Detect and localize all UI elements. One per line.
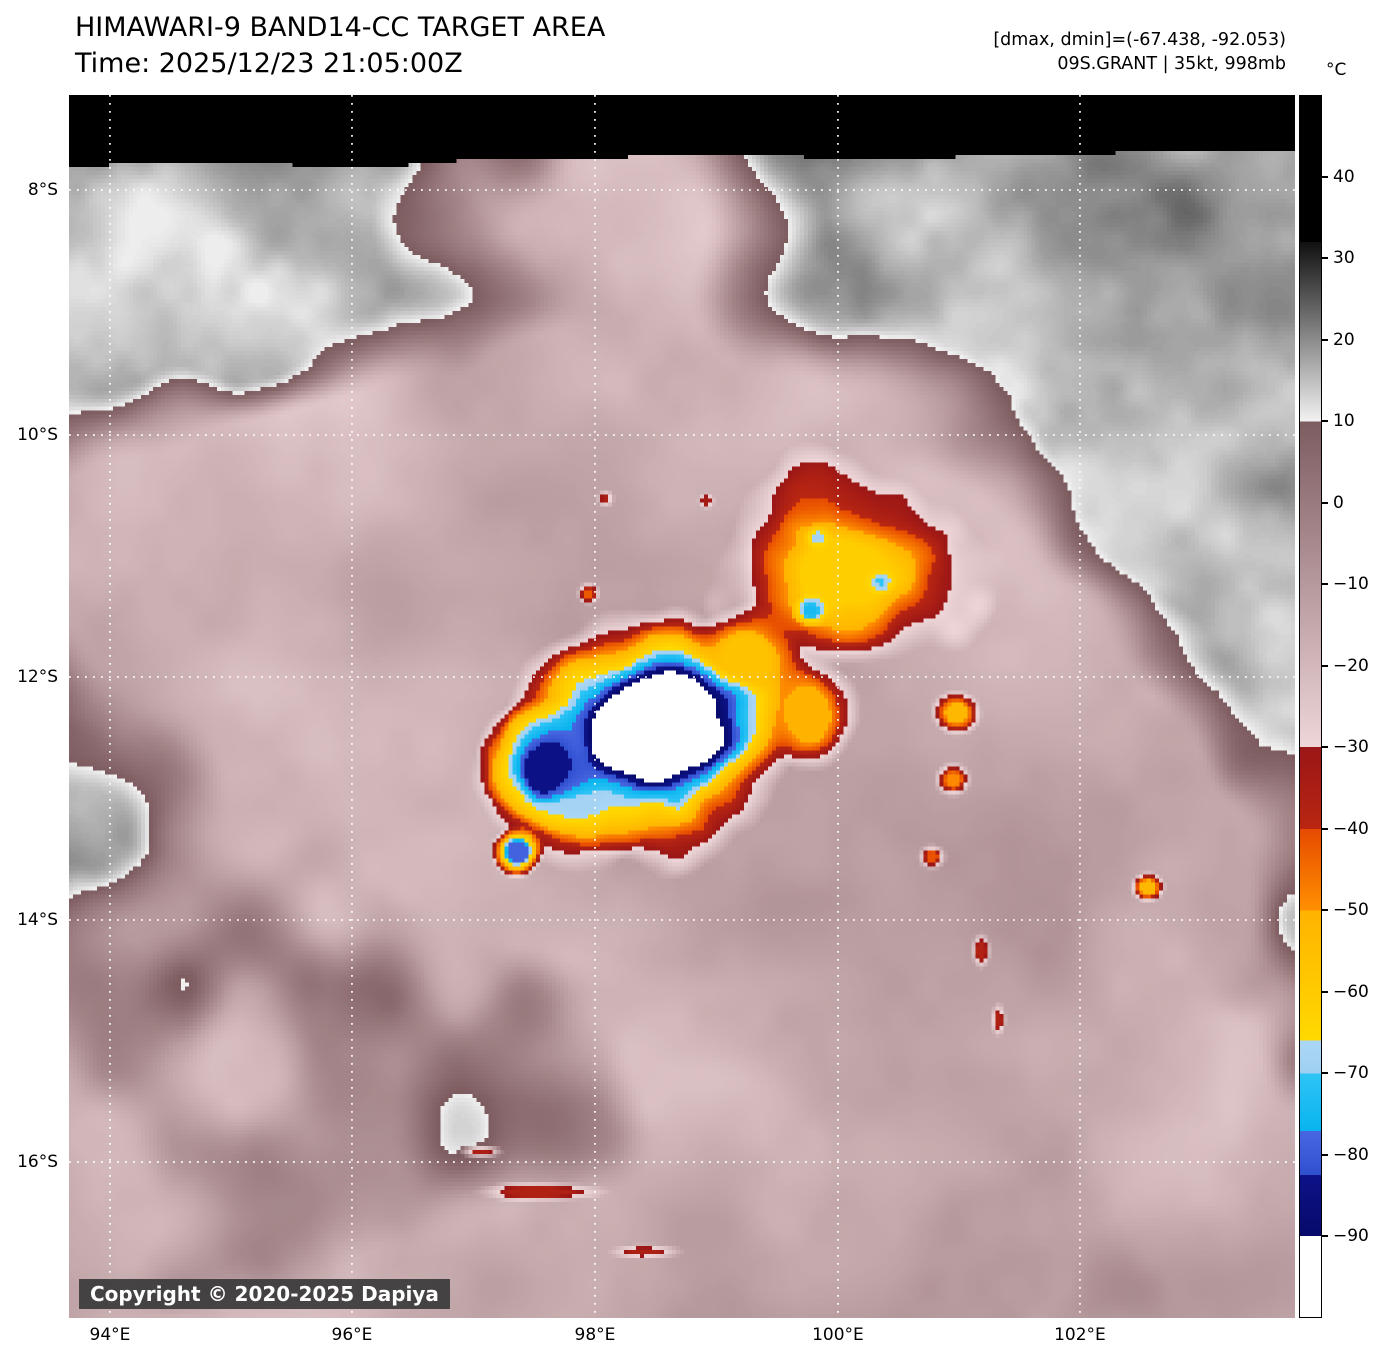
- colorbar-tick-label: 20: [1333, 329, 1355, 350]
- lon-tick-label: 94°E: [89, 1325, 131, 1345]
- colorbar-tick-mark: [1322, 175, 1328, 178]
- map-area: Copyright © 2020-2025 Dapiya: [69, 95, 1295, 1318]
- colorbar-tick-label: −40: [1333, 818, 1369, 839]
- colorbar-tick-mark: [1322, 1072, 1328, 1075]
- colorbar-tick-label: −10: [1333, 574, 1369, 595]
- colorbar-tick-label: 30: [1333, 248, 1355, 269]
- storm-annotation: 09S.GRANT | 35kt, 998mb: [1057, 54, 1286, 74]
- colorbar-unit-label: °C: [1326, 60, 1347, 80]
- lon-tick-label: 96°E: [331, 1325, 373, 1345]
- grid-overlay: [69, 95, 1295, 1318]
- colorbar-tick-mark: [1322, 1153, 1328, 1156]
- colorbar-tick-mark: [1322, 420, 1328, 423]
- lon-axis: 94°E 96°E 98°E 100°E 102°E: [69, 1325, 1295, 1351]
- lat-axis: 8°S 10°S 12°S 14°S 16°S: [0, 95, 63, 1318]
- lon-tick-label: 102°E: [1054, 1325, 1106, 1345]
- colorbar-tick-label: −70: [1333, 1063, 1369, 1084]
- colorbar-tick-mark: [1322, 338, 1328, 341]
- figure-title: HIMAWARI-9 BAND14-CC TARGET AREA: [75, 12, 606, 43]
- lat-tick-label: 16°S: [17, 1152, 58, 1173]
- colorbar: 40 30 20 10 0 −10 −20 −30 −40 −50 −60 −70 −80 −90: [1299, 95, 1387, 1318]
- colorbar-tick-label: −80: [1333, 1144, 1369, 1165]
- colorbar-gradient: [1299, 95, 1322, 1318]
- colorbar-tick-mark: [1322, 583, 1328, 586]
- figure-time: Time: 2025/12/23 21:05:00Z: [75, 48, 463, 79]
- figure-header: HIMAWARI-9 BAND14-CC TARGET AREA Time: 2…: [75, 10, 605, 82]
- colorbar-tick-mark: [1322, 909, 1328, 912]
- colorbar-tick-label: −50: [1333, 900, 1369, 921]
- range-annotation: [dmax, dmin]=(-67.438, -92.053): [993, 30, 1286, 50]
- figure-annotations: [dmax, dmin]=(-67.438, -92.053) 09S.GRAN…: [993, 28, 1286, 76]
- colorbar-tick-mark: [1322, 990, 1328, 993]
- colorbar-tick-mark: [1322, 501, 1328, 504]
- colorbar-tick-label: −60: [1333, 981, 1369, 1002]
- copyright-badge: Copyright © 2020-2025 Dapiya: [79, 1279, 450, 1309]
- colorbar-tick-label: 0: [1333, 492, 1344, 513]
- lat-tick-label: 8°S: [27, 180, 58, 201]
- colorbar-tick-label: −90: [1333, 1226, 1369, 1247]
- colorbar-tick-label: −30: [1333, 737, 1369, 758]
- satellite-image: [69, 95, 1295, 1318]
- lon-tick-label: 100°E: [812, 1325, 864, 1345]
- colorbar-tick-mark: [1322, 257, 1328, 260]
- colorbar-tick-mark: [1322, 746, 1328, 749]
- colorbar-tick-label: −20: [1333, 655, 1369, 676]
- lon-tick-label: 98°E: [574, 1325, 616, 1345]
- lat-tick-label: 10°S: [17, 424, 58, 445]
- colorbar-tick-label: 10: [1333, 411, 1355, 432]
- lat-tick-label: 14°S: [17, 910, 58, 931]
- colorbar-tick-mark: [1322, 1235, 1328, 1238]
- colorbar-tick-mark: [1322, 827, 1328, 830]
- colorbar-tick-mark: [1322, 664, 1328, 667]
- lat-tick-label: 12°S: [17, 667, 58, 688]
- colorbar-tick-label: 40: [1333, 166, 1355, 187]
